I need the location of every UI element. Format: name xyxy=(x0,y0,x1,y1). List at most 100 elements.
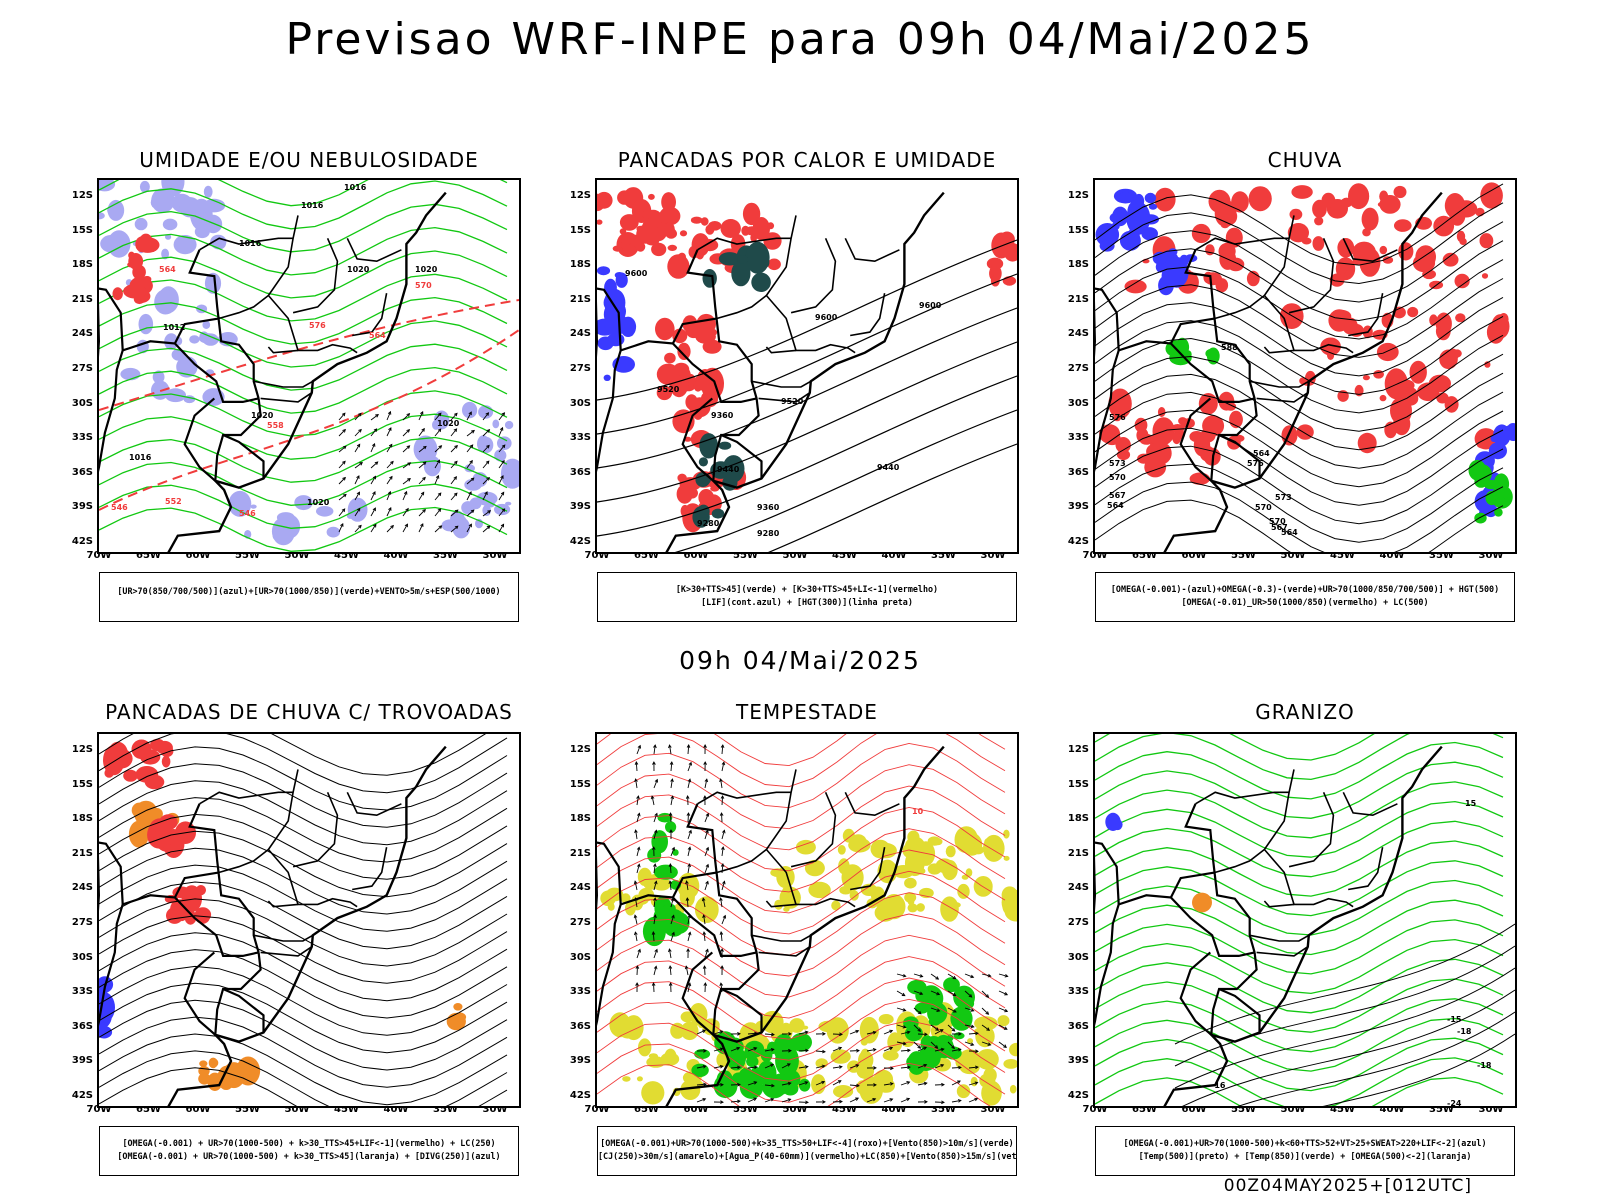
wind850-green-area xyxy=(653,864,678,880)
state-border xyxy=(697,791,792,805)
rain-red-area xyxy=(1407,306,1419,318)
lon-tick-label: 35W xyxy=(433,550,458,561)
rain-red-area xyxy=(1394,219,1412,232)
wind-vector xyxy=(721,744,724,755)
wind-vector-head xyxy=(940,1063,945,1068)
state-border xyxy=(765,900,797,908)
wind-vector xyxy=(653,915,656,925)
contour-label: 552 xyxy=(165,497,182,506)
state-border xyxy=(1263,346,1295,354)
wind-vector xyxy=(721,830,725,840)
map-canvas: 9600 9600 9600 9520 9520 9440 9440 9360 9360 9280… xyxy=(597,187,1017,552)
contour-label: 1012 xyxy=(163,323,185,332)
wind-vector xyxy=(930,990,940,995)
wind-vector-head xyxy=(668,744,672,749)
lon-tick-label: 50W xyxy=(782,1104,808,1115)
state-border xyxy=(1214,848,1265,874)
wind-vector xyxy=(815,1081,825,1086)
wind-vector-head xyxy=(705,812,710,817)
wind-vector-head xyxy=(702,1097,707,1102)
wind-vector xyxy=(669,745,672,755)
lon-tick-label: 45W xyxy=(334,550,359,561)
wind-vector-head xyxy=(420,410,424,415)
wind-vector-head xyxy=(987,973,992,978)
jet-yellow-area xyxy=(967,1038,974,1044)
thunder-orange-area xyxy=(198,1073,211,1085)
water-red-contour xyxy=(597,977,1006,1040)
temp850-green-contour xyxy=(1095,899,1504,956)
rain-red-area xyxy=(1498,313,1509,326)
jet-yellow-area xyxy=(774,899,783,910)
wind-vector-head xyxy=(668,812,673,816)
thunder-orange-area xyxy=(199,1060,208,1067)
main-title: Previsao WRF-INPE para 09h 04/Mai/2025 xyxy=(285,14,1315,65)
wind-vector xyxy=(418,428,425,437)
wind-vector xyxy=(402,478,411,485)
wind-vector-head xyxy=(923,1081,928,1086)
wind-vector xyxy=(720,983,723,993)
wind-vector xyxy=(703,932,706,942)
country-border xyxy=(174,896,259,957)
wind-vector xyxy=(917,1064,927,1069)
wind-vector-head xyxy=(704,778,709,783)
wind-vector xyxy=(635,779,638,789)
thunder-red-area xyxy=(176,909,188,922)
wind-vector xyxy=(896,973,906,977)
lif-blue-contour xyxy=(597,266,611,276)
wind-vector xyxy=(386,491,391,501)
state-border xyxy=(751,934,812,942)
thunder-orange-area xyxy=(453,1003,463,1011)
wind-vector xyxy=(913,973,923,978)
jet-yellow-area xyxy=(716,1052,728,1068)
country-border xyxy=(597,841,718,906)
hgt300-contour xyxy=(767,443,1017,552)
convection-green-area xyxy=(699,433,719,459)
lat-tick-label: 33S xyxy=(71,986,93,998)
wind-vector-head xyxy=(685,795,690,799)
wind-vector xyxy=(849,1084,860,1087)
jet-yellow-area xyxy=(927,836,941,846)
wind-vector-head xyxy=(719,1030,724,1034)
panel-title-thunder: PANCADAS DE CHUVA C/ TROVOADAS xyxy=(105,700,513,724)
state-border xyxy=(1288,237,1335,314)
convection-red-area xyxy=(696,313,716,335)
state-border xyxy=(260,392,313,403)
lon-tick-label: 55W xyxy=(235,550,260,561)
wind-vector-head xyxy=(902,1041,907,1046)
wind-vector xyxy=(951,1066,962,1069)
wind-vector-head xyxy=(356,443,361,448)
wind-vector-head xyxy=(668,880,673,884)
lon-tick-label: 40W xyxy=(881,1104,907,1115)
wind-vector-head xyxy=(653,880,658,885)
wind-vector-head xyxy=(651,982,656,986)
wind-vector xyxy=(832,1047,842,1052)
thunder-red-area xyxy=(185,901,197,912)
wind850-green-area xyxy=(790,1032,812,1052)
wind-vector-head xyxy=(902,1008,907,1012)
contour-label: 573 xyxy=(1275,493,1292,502)
contour-label: 9280 xyxy=(757,529,780,538)
map-canvas: 1016 1016 1016 1020 1020 1012 1020 1020 1020 1016… xyxy=(99,180,519,552)
temp850-green-contour xyxy=(1095,734,1375,761)
humidity-blue-area xyxy=(480,437,494,453)
wind-vector-head xyxy=(633,880,638,885)
wind-vector xyxy=(670,847,675,857)
wind850-green-area xyxy=(926,1036,942,1046)
wind-vector-head xyxy=(499,426,504,431)
wind-vector xyxy=(636,813,640,823)
wind-vector xyxy=(653,813,658,823)
wind-vector-head xyxy=(737,1099,741,1104)
wind-vector-head xyxy=(636,812,641,817)
contour-label: 1016 xyxy=(129,453,152,462)
convection-red-area xyxy=(720,219,741,238)
state-border xyxy=(1263,769,1354,908)
wind-vector-head xyxy=(422,476,426,481)
wind-vector-head xyxy=(705,846,710,851)
wind-vector xyxy=(370,414,379,421)
mid-title: 09h 04/Mai/2025 xyxy=(679,646,921,675)
wind-vector xyxy=(418,411,424,421)
convection-red-area xyxy=(1004,243,1017,262)
wind-vector-head xyxy=(917,1028,922,1032)
wind-vector xyxy=(386,411,391,421)
humidity-green-contour xyxy=(99,180,508,230)
